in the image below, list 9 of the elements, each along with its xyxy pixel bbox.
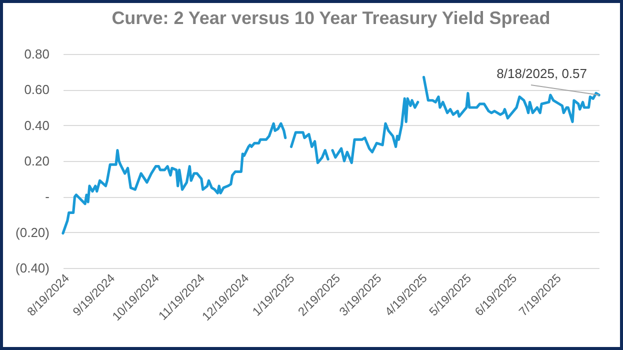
- y-tick-label: 0.60: [24, 82, 50, 98]
- y-tick-label: -: [45, 189, 50, 204]
- y-tick-label: (0.20): [16, 224, 50, 240]
- y-tick-label: (0.40): [16, 260, 50, 276]
- annotation: 8/18/2025, 0.57: [496, 66, 587, 82]
- chart-title: Curve: 2 Year versus 10 Year Treasury Yield Spread: [112, 8, 550, 28]
- y-tick-label: 0.20: [24, 154, 50, 168]
- y-tick-label: 0.40: [24, 118, 50, 133]
- y-tick-label: 0.80: [24, 46, 50, 62]
